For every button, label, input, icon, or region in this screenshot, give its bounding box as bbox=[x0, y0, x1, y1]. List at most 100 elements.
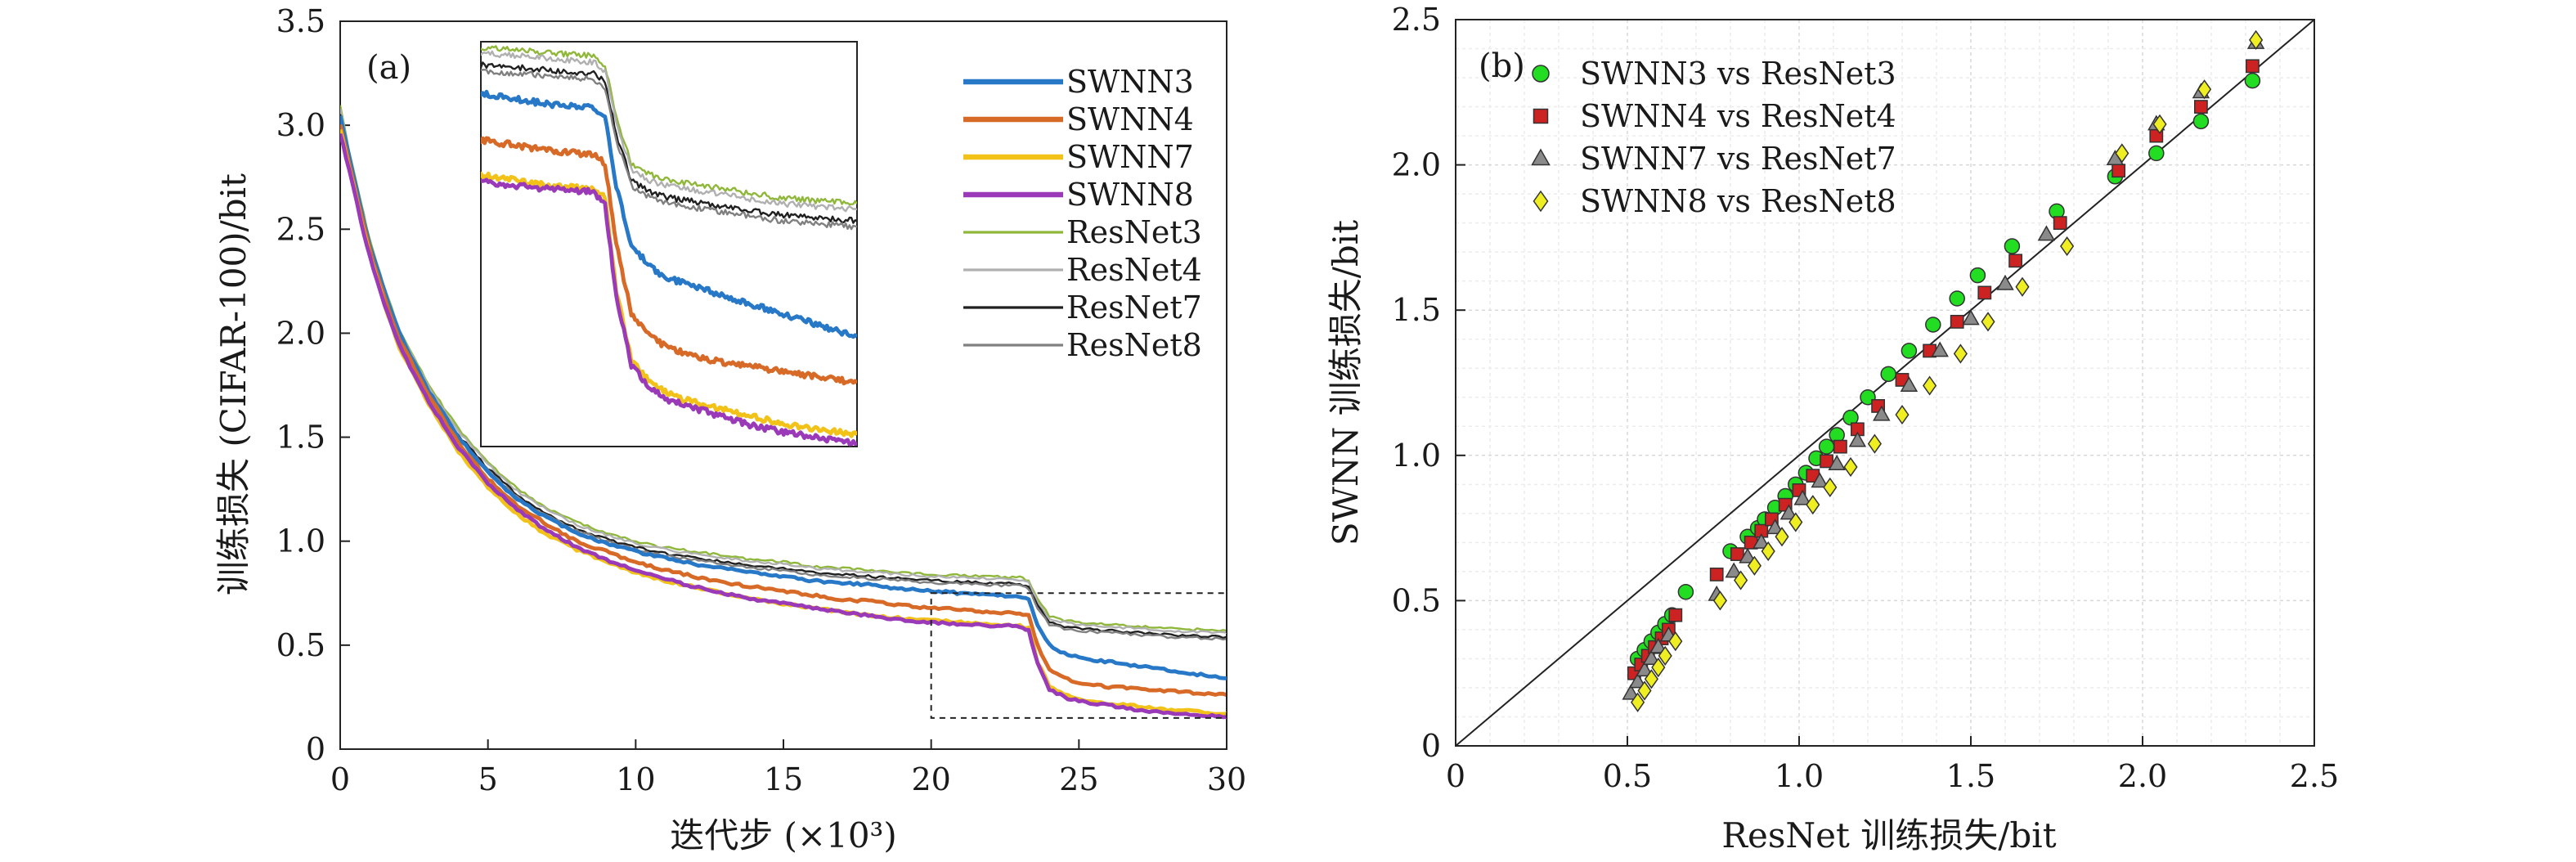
point-swnn4 bbox=[1833, 439, 1847, 454]
point-swnn8 bbox=[1761, 541, 1775, 562]
point-swnn8 bbox=[1658, 645, 1672, 666]
panel-a-ytick-label: 0 bbox=[306, 731, 325, 767]
panel-a-series-resnet3 bbox=[340, 105, 1227, 632]
panel-b-ylabel: SWNN 训练损失/bit bbox=[1326, 220, 1366, 545]
point-swnn4 bbox=[1709, 568, 1724, 581]
inset-series-swnn3 bbox=[481, 89, 857, 339]
point-swnn7 bbox=[1739, 547, 1757, 563]
point-swnn8 bbox=[1631, 692, 1645, 712]
point-swnn7 bbox=[1725, 562, 1743, 578]
panel-a-xtick-label: 20 bbox=[911, 761, 950, 797]
panel-a-ylabel: 训练损失 (CIFAR-100)/bit bbox=[213, 173, 254, 595]
point-swnn7 bbox=[1752, 532, 1770, 549]
panel-b-xtick-label: 0.5 bbox=[1603, 758, 1652, 794]
point-swnn8 bbox=[1843, 456, 1858, 478]
panel-a-ticks: 0 5 10 15 20 25 30 0 0.5 1.0 1.5 2.0 2.5 3.0 3.5 bbox=[276, 3, 1247, 797]
panel-a-series-swnn3 bbox=[340, 114, 1227, 680]
point-swnn7 bbox=[1828, 455, 1846, 470]
panel-a-legend: SWNN3SWNN4SWNN7SWNN8ResNet3ResNet4ResNet… bbox=[963, 64, 1202, 363]
inset-series-resnet7 bbox=[481, 61, 857, 224]
panel-b-scatter-chart: 0 0.5 1.0 1.5 2.0 2.5 0 0.5 1.0 1.5 2.0 2.5 (b) SWN… bbox=[1326, 2, 2339, 855]
panel-a-xtick-label: 0 bbox=[330, 761, 350, 797]
point-swnn7 bbox=[1628, 672, 1647, 689]
panel-a-xtick-label: 15 bbox=[764, 761, 803, 797]
point-swnn8 bbox=[1953, 343, 1968, 364]
panel-b-gridlines bbox=[1456, 20, 2314, 746]
point-swnn8 bbox=[2197, 79, 2212, 100]
point-swnn7 bbox=[2037, 225, 2056, 241]
point-swnn3 bbox=[1901, 343, 1918, 359]
point-swnn3 bbox=[1880, 366, 1896, 383]
panel-b-ytick-label: 0.5 bbox=[1392, 582, 1441, 618]
legend-marker-swnn4 bbox=[1533, 108, 1549, 124]
point-swnn8 bbox=[1981, 312, 1995, 332]
point-swnn8 bbox=[1747, 555, 1761, 576]
point-swnn3 bbox=[2148, 145, 2165, 162]
panel-b-ytick-label: 1.5 bbox=[1392, 292, 1441, 328]
point-swnn8 bbox=[2152, 114, 2167, 134]
legend-marker-swnn7 bbox=[1531, 148, 1551, 166]
legend-label-resnet4: ResNet4 bbox=[1066, 252, 1202, 288]
panel-a-ytick-label: 1.0 bbox=[276, 523, 325, 559]
point-swnn4 bbox=[2112, 164, 2125, 178]
legend-label-swnn3: SWNN3 bbox=[1066, 64, 1194, 100]
legend-label-resnet8: ResNet8 bbox=[1066, 327, 1202, 363]
panel-b-xtick-label: 0 bbox=[1446, 758, 1465, 794]
legend-label-swnn8: SWNN8 vs ResNet8 bbox=[1580, 183, 1896, 219]
legend-label-swnn7: SWNN7 bbox=[1066, 139, 1194, 175]
point-swnn8 bbox=[1806, 495, 1820, 515]
panel-b-xtick-label: 2.0 bbox=[2118, 758, 2167, 794]
point-swnn7 bbox=[1848, 431, 1867, 447]
point-swnn4 bbox=[1820, 454, 1833, 469]
legend-label-swnn8: SWNN8 bbox=[1066, 177, 1194, 213]
panel-a-series-resnet4 bbox=[340, 108, 1227, 635]
inset-series-lines bbox=[481, 45, 857, 447]
inset-series-swnn7 bbox=[481, 171, 857, 438]
point-swnn3 bbox=[2244, 72, 2261, 89]
legend-marker-swnn8 bbox=[1533, 190, 1549, 213]
point-swnn8 bbox=[1867, 433, 1882, 454]
point-swnn7 bbox=[1642, 649, 1661, 665]
point-swnn7 bbox=[1900, 376, 1919, 393]
panel-b-ytick-label: 2.5 bbox=[1392, 2, 1441, 38]
panel-a-label: (a) bbox=[366, 49, 411, 87]
inset-series-resnet4 bbox=[481, 50, 857, 213]
point-swnn4 bbox=[2194, 100, 2208, 114]
point-swnn8 bbox=[1668, 631, 1683, 652]
panel-a-ytick-label: 0.5 bbox=[276, 627, 325, 663]
point-swnn4 bbox=[1977, 285, 1992, 300]
legend-marker-swnn3 bbox=[1532, 65, 1550, 83]
panel-a-ytick-label: 2.0 bbox=[276, 315, 325, 351]
point-swnn8 bbox=[1775, 527, 1789, 547]
point-swnn7 bbox=[1779, 504, 1798, 520]
point-swnn8 bbox=[1637, 680, 1652, 701]
panel-b-ytick-label: 2.0 bbox=[1392, 147, 1441, 183]
legend-label-swnn4: SWNN4 bbox=[1066, 101, 1194, 137]
legend-label-resnet3: ResNet3 bbox=[1066, 214, 1202, 250]
panel-a-ytick-label: 3.0 bbox=[276, 107, 325, 143]
panel-a-ytick-label: 1.5 bbox=[276, 420, 325, 456]
point-swnn8 bbox=[1651, 657, 1666, 678]
point-swnn7 bbox=[1649, 637, 1667, 653]
point-swnn8 bbox=[1734, 570, 1748, 590]
inset-frame bbox=[480, 41, 858, 447]
legend-label-swnn7: SWNN7 vs ResNet7 bbox=[1580, 141, 1896, 177]
point-swnn4 bbox=[1950, 315, 1964, 329]
panel-b-legend: SWNN3 vs ResNet3 SWNN4 vs ResNet4 SWNN7 vs… bbox=[1531, 56, 1896, 219]
point-swnn8 bbox=[1823, 477, 1838, 497]
panel-a-xtick-label: 5 bbox=[478, 761, 498, 797]
legend-label-resnet7: ResNet7 bbox=[1066, 290, 1202, 325]
legend-label-swnn3: SWNN3 vs ResNet3 bbox=[1580, 56, 1896, 92]
inset-series-resnet3 bbox=[481, 45, 857, 206]
point-swnn8 bbox=[1788, 512, 1803, 532]
panel-a-series-lines bbox=[340, 105, 1227, 720]
panel-b-xtick-label: 2.5 bbox=[2290, 758, 2339, 794]
point-swnn8 bbox=[1923, 375, 1937, 396]
inset-series-swnn4 bbox=[481, 136, 857, 386]
point-swnn7 bbox=[1873, 405, 1891, 421]
zoom-region-box bbox=[930, 592, 1227, 719]
point-swnn8 bbox=[1712, 590, 1727, 611]
point-swnn4 bbox=[1668, 608, 1683, 622]
panel-a-ytick-label: 3.5 bbox=[276, 3, 325, 39]
